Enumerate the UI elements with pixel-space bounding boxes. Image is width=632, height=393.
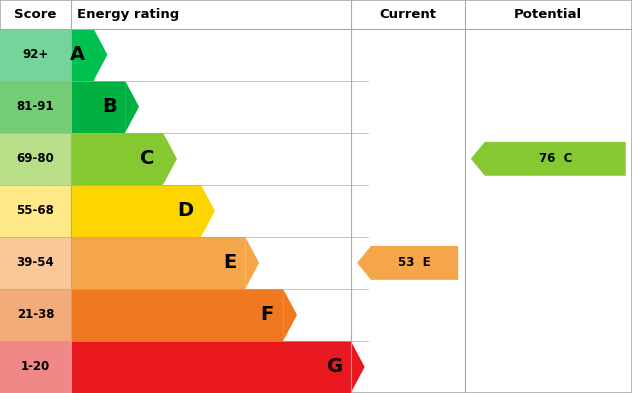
Polygon shape bbox=[125, 81, 139, 133]
Text: 69-80: 69-80 bbox=[16, 152, 54, 165]
Text: 1-20: 1-20 bbox=[21, 360, 50, 373]
Bar bbox=[0, 341, 71, 393]
Text: D: D bbox=[177, 201, 193, 220]
Text: 81-91: 81-91 bbox=[16, 100, 54, 113]
Polygon shape bbox=[471, 142, 626, 176]
Text: E: E bbox=[223, 253, 236, 272]
Bar bbox=[0, 29, 71, 81]
Text: C: C bbox=[140, 149, 154, 168]
Text: F: F bbox=[261, 305, 274, 325]
Bar bbox=[0, 81, 71, 133]
Text: 53  E: 53 E bbox=[398, 256, 431, 269]
Bar bbox=[71, 341, 351, 393]
Text: Score: Score bbox=[14, 8, 57, 21]
Bar bbox=[0, 133, 71, 185]
Bar bbox=[71, 133, 163, 185]
Text: B: B bbox=[102, 97, 117, 116]
Text: 76  C: 76 C bbox=[538, 152, 572, 165]
Bar bbox=[71, 237, 245, 289]
Polygon shape bbox=[357, 246, 458, 280]
Bar bbox=[0, 185, 71, 237]
Text: 39-54: 39-54 bbox=[16, 256, 54, 269]
Text: G: G bbox=[327, 358, 343, 376]
Bar bbox=[0, 289, 71, 341]
Text: Energy rating: Energy rating bbox=[77, 8, 179, 21]
Polygon shape bbox=[201, 185, 215, 237]
Text: 92+: 92+ bbox=[22, 48, 49, 61]
Bar bbox=[71, 185, 201, 237]
Text: A: A bbox=[70, 45, 85, 64]
Polygon shape bbox=[283, 289, 297, 341]
Text: 21-38: 21-38 bbox=[16, 309, 54, 321]
Polygon shape bbox=[94, 29, 107, 81]
Polygon shape bbox=[351, 341, 365, 393]
Bar bbox=[71, 81, 125, 133]
Text: Current: Current bbox=[379, 8, 436, 21]
Polygon shape bbox=[245, 237, 259, 289]
Bar bbox=[71, 29, 94, 81]
Bar bbox=[71, 289, 283, 341]
Text: Potential: Potential bbox=[514, 8, 582, 21]
Bar bbox=[0, 237, 71, 289]
Polygon shape bbox=[163, 133, 177, 185]
Text: 55-68: 55-68 bbox=[16, 204, 54, 217]
